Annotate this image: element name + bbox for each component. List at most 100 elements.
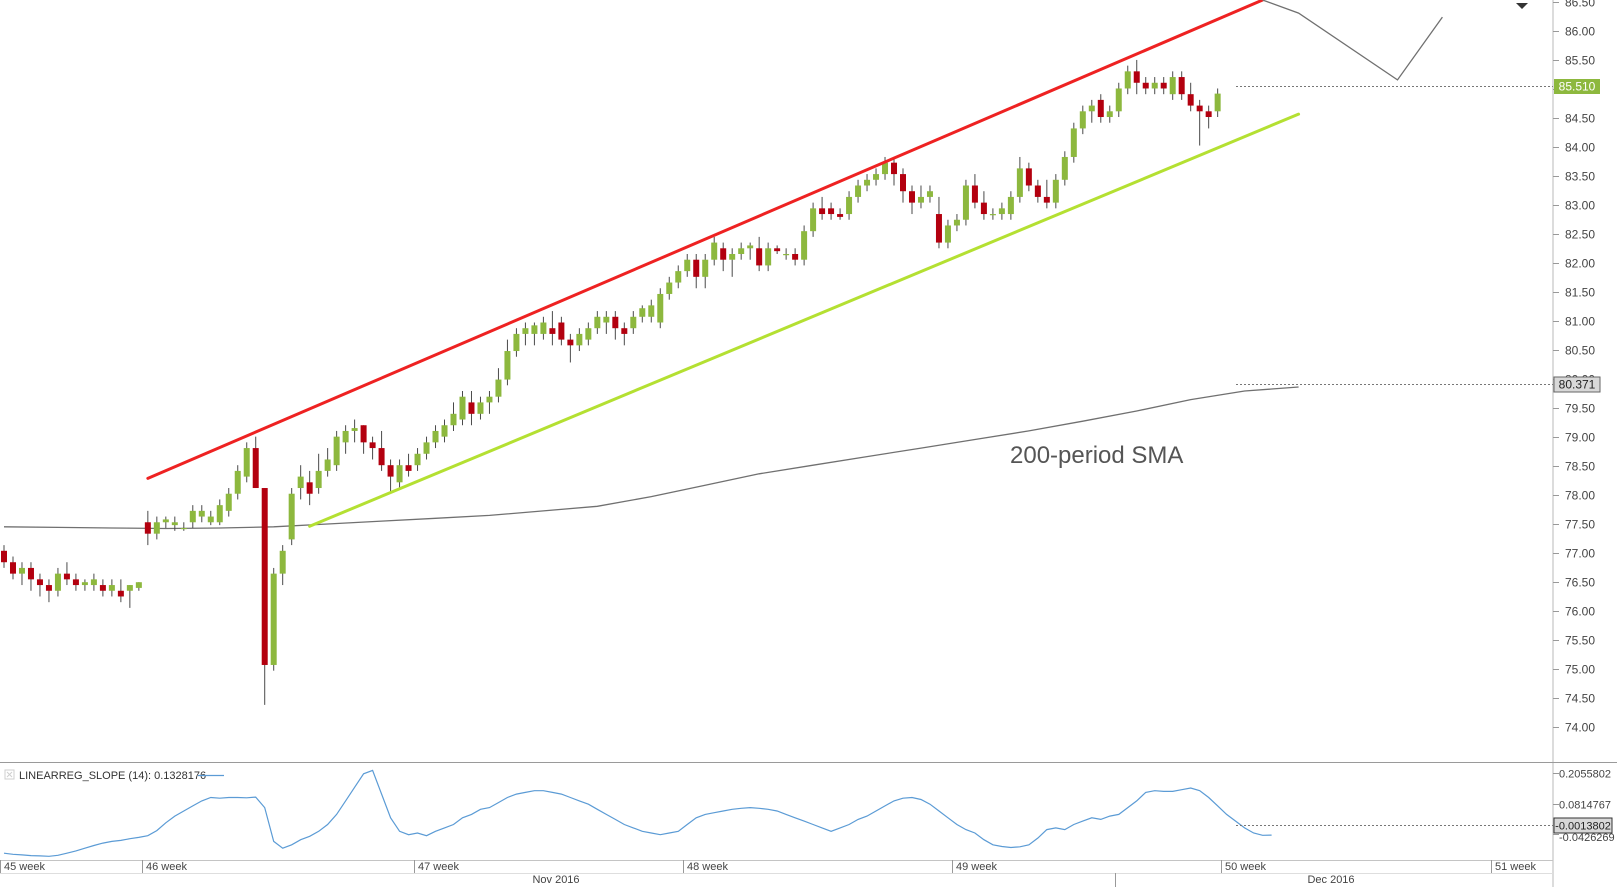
bull-candle <box>441 419 448 443</box>
bull-candle <box>576 328 583 352</box>
bull-candle <box>459 390 466 426</box>
svg-text:50 week: 50 week <box>1225 861 1266 873</box>
candle-body <box>315 470 322 489</box>
candle-body <box>702 259 709 277</box>
candle-body <box>135 582 142 588</box>
bull-candle <box>135 582 142 591</box>
oscillator-tick: 0.2055802 <box>1553 769 1611 781</box>
bull-candle <box>1169 71 1176 100</box>
bull-candle <box>225 488 232 517</box>
candle-body <box>729 254 736 260</box>
bear-candle <box>828 202 835 220</box>
bear-candle <box>1025 162 1032 192</box>
candle-body <box>423 442 430 454</box>
price-tick: 76.00 <box>1553 605 1595 619</box>
last-price-label: 85.510 <box>1559 80 1596 94</box>
candle-body <box>459 396 466 420</box>
candle-body <box>99 585 106 591</box>
candle-body <box>594 316 601 329</box>
bull-candle <box>810 202 817 237</box>
svg-text:48 week: 48 week <box>687 861 728 873</box>
bull-candle <box>486 390 493 414</box>
svg-text:84.50: 84.50 <box>1565 112 1595 126</box>
bear-candle <box>612 311 619 340</box>
bull-candle <box>953 214 960 232</box>
bear-candle <box>1097 94 1104 123</box>
candle-body <box>369 442 376 449</box>
bear-candle <box>549 311 556 346</box>
oscillator-value-label: -0.0013802 <box>1555 821 1611 833</box>
svg-text:76.00: 76.00 <box>1565 605 1595 619</box>
candle-body <box>81 582 88 586</box>
bull-candle <box>585 322 592 346</box>
candle-body <box>54 573 61 591</box>
bull-candle <box>171 516 178 531</box>
candle-body <box>648 305 655 317</box>
bear-candle <box>1187 82 1194 112</box>
bull-candle <box>243 442 250 483</box>
candle-body <box>1160 82 1167 89</box>
candle-body <box>711 242 718 260</box>
candle-body <box>810 208 817 232</box>
candle-body <box>684 259 691 272</box>
price-tick: 86.50 <box>1553 0 1595 10</box>
svg-text:79.50: 79.50 <box>1565 402 1595 416</box>
bull-candle <box>297 465 304 500</box>
svg-text:74.50: 74.50 <box>1565 692 1595 706</box>
candle-body <box>162 519 169 523</box>
bull-candle <box>594 311 601 334</box>
candle-body <box>980 202 987 215</box>
bear-candle <box>837 208 844 220</box>
bull-candle <box>477 396 484 420</box>
bull-candle <box>702 254 709 289</box>
price-axis: 74.00 74.50 75.00 75.50 76.00 76.50 77.0… <box>1553 0 1595 735</box>
candle-body <box>855 185 862 197</box>
svg-text:86.50: 86.50 <box>1565 0 1595 10</box>
candle-body <box>270 573 277 665</box>
collapse-arrow-icon[interactable] <box>1516 3 1528 9</box>
candle-body <box>873 174 880 180</box>
candle-body <box>234 470 241 494</box>
bear-candle <box>1043 179 1050 209</box>
price-tick: 81.50 <box>1553 286 1595 300</box>
candle-body <box>612 316 619 329</box>
bull-candle <box>1151 77 1158 95</box>
bear-candle <box>720 242 727 272</box>
svg-text:75.00: 75.00 <box>1565 663 1595 677</box>
candle-body <box>45 585 52 591</box>
price-tick: 75.00 <box>1553 663 1595 677</box>
candle-body <box>243 448 250 477</box>
week-tick: 46 week <box>142 860 187 873</box>
candle-body <box>504 351 511 380</box>
bull-candle <box>926 185 933 203</box>
bear-candle <box>9 556 16 580</box>
candle-body <box>198 510 205 517</box>
bear-candle <box>27 562 34 591</box>
bull-candle <box>522 322 529 346</box>
bear-candle <box>1142 77 1149 95</box>
candle-body <box>351 428 358 431</box>
candle-body <box>926 191 933 197</box>
candle-body <box>944 225 951 243</box>
candle-body <box>621 328 628 334</box>
candle-body <box>1070 128 1077 157</box>
candle-body <box>1142 82 1149 89</box>
bull-candle <box>783 248 790 260</box>
bull-candle <box>90 573 97 591</box>
candle-body <box>971 185 978 203</box>
bull-candle <box>657 288 664 329</box>
indicator-legend[interactable]: LINEARREG_SLOPE (14): 0.1328176 <box>4 769 224 782</box>
candle-body <box>63 573 70 580</box>
candle-body <box>792 254 799 260</box>
candle-body <box>1034 185 1041 197</box>
bull-candle <box>495 368 502 403</box>
candle-body <box>891 162 898 175</box>
candle-body <box>1169 77 1176 95</box>
bull-candle <box>288 488 295 546</box>
price-tick: 85.50 <box>1553 54 1595 68</box>
candle-body <box>1061 156 1068 180</box>
bull-candle <box>729 248 736 277</box>
candle-body <box>738 248 745 254</box>
bear-candle <box>900 168 906 203</box>
